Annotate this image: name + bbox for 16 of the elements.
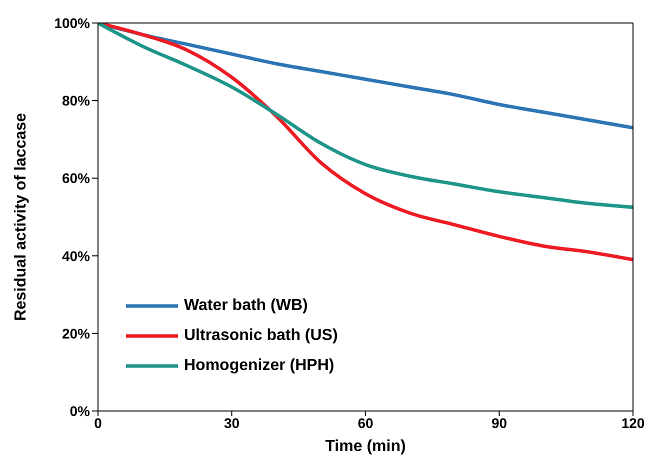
y-tick-label: 80% [62,92,91,109]
y-tick-label: 0% [70,402,91,419]
legend-label: Ultrasonic bath (US) [184,327,338,345]
y-axis-title: Residual activity of laccase [12,112,30,322]
x-tick-label: 0 [94,414,102,431]
x-tick-label: 90 [491,414,508,431]
legend-label: Water bath (WB) [184,297,308,315]
y-tick-label: 40% [62,248,91,264]
y-tick-label: 20% [62,325,91,342]
x-tick-label: 30 [224,414,240,431]
x-tick-label: 120 [621,414,645,431]
x-tick-label: 60 [358,414,374,431]
legend-label: Homogenizer (HPH) [184,357,334,375]
y-tick-label: 100% [54,14,91,31]
x-axis-title: Time (min) [325,438,406,455]
y-tick-label: 60% [62,170,91,186]
